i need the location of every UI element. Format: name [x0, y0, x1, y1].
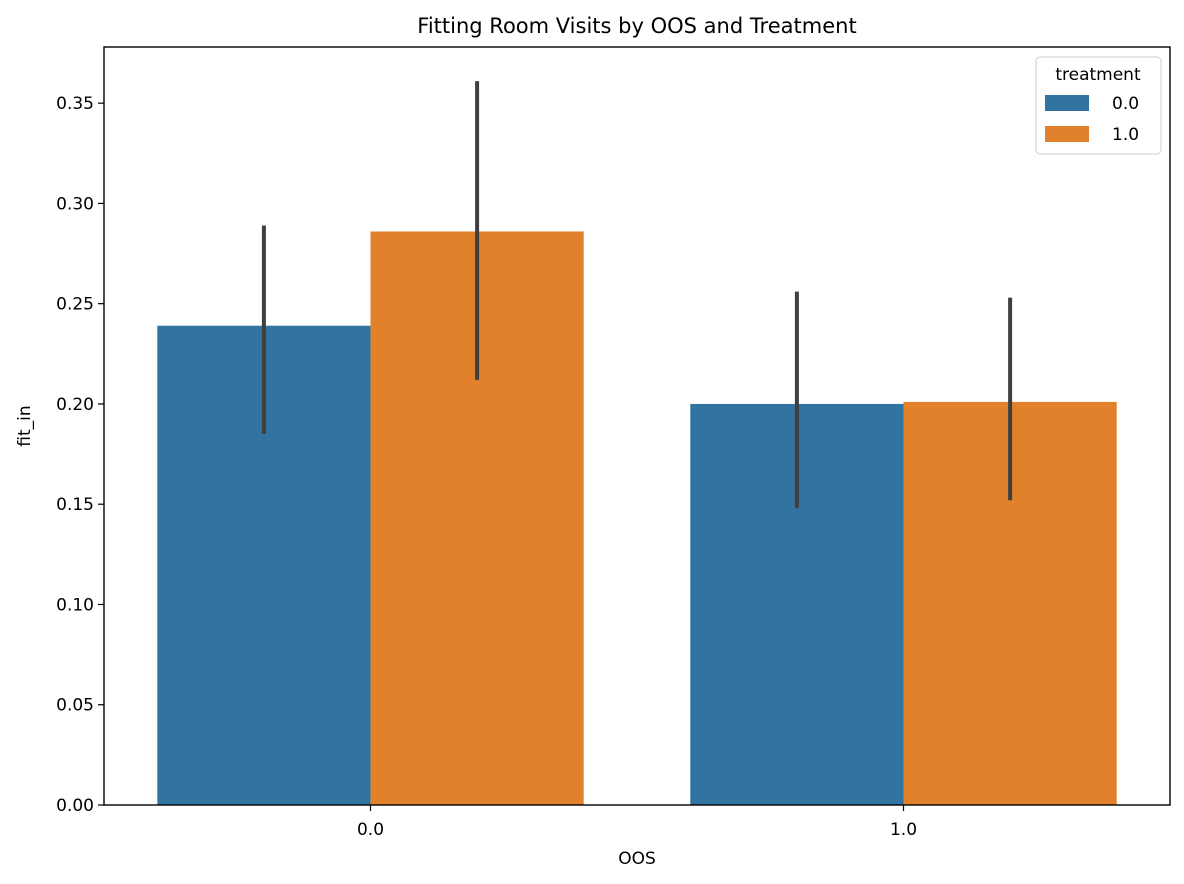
- bars-layer: [157, 231, 1117, 806]
- y-tick-label: 0.35: [56, 94, 94, 114]
- legend-title: treatment: [1055, 65, 1141, 85]
- y-tick-label: 0.20: [56, 395, 94, 415]
- y-tick-label: 0.05: [56, 696, 94, 716]
- y-tick-label: 0.25: [56, 295, 94, 315]
- x-axis-label: OOS: [618, 849, 656, 869]
- x-tick-label: 1.0: [890, 820, 917, 840]
- y-tick-label: 0.10: [56, 595, 94, 615]
- legend-swatch: [1045, 126, 1089, 142]
- chart-title: Fitting Room Visits by OOS and Treatment: [417, 14, 856, 38]
- plot-frame: [103, 46, 1171, 806]
- error-bars-layer: [261, 81, 1013, 509]
- y-axis: 0.00 0.05 0.10 0.15 0.20 0.25 0.30 0.35: [56, 94, 104, 816]
- x-axis: 0.0 1.0: [357, 805, 917, 840]
- x-tick-label: 0.0: [357, 820, 384, 840]
- legend-swatch: [1045, 95, 1089, 111]
- legend-label: 0.0: [1112, 94, 1139, 114]
- y-tick-label: 0.30: [56, 194, 94, 214]
- legend-label: 1.0: [1112, 125, 1139, 145]
- y-tick-label: 0.15: [56, 495, 94, 515]
- y-tick-label: 0.00: [56, 796, 94, 816]
- legend: treatment 0.0 1.0: [1035, 56, 1162, 155]
- y-axis-label: fit_in: [15, 405, 35, 446]
